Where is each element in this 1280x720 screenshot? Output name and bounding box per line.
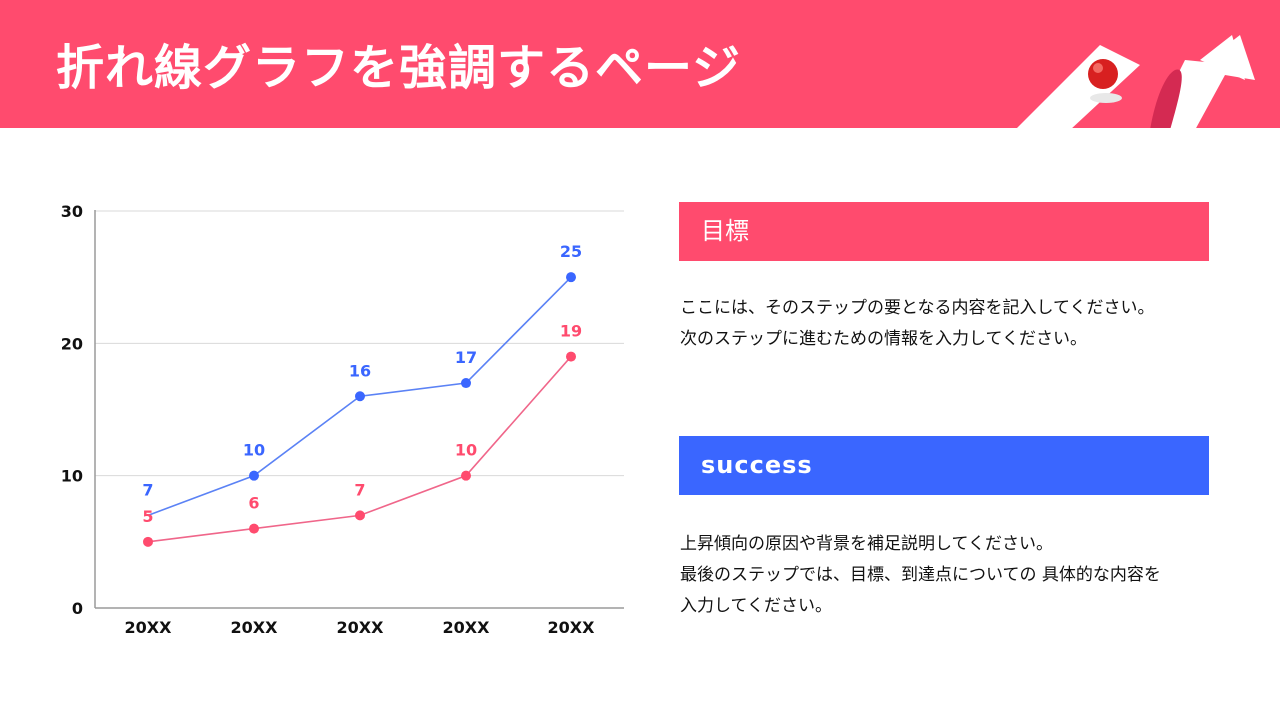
success-heading: success xyxy=(701,451,813,479)
data-label: 7 xyxy=(142,480,153,499)
data-point xyxy=(249,470,259,481)
x-tick-label: 20XX xyxy=(337,618,385,637)
success-line: 入力してください。 xyxy=(680,596,832,616)
data-label: 6 xyxy=(248,494,259,513)
success-heading-bar: success xyxy=(679,436,1209,495)
goal-line: ここには、そのステップの要となる内容を記入してください。 xyxy=(680,298,1155,318)
data-label: 25 xyxy=(560,242,582,261)
line-chart: 0 10 20 30 20XX 20XX 20XX 20XX 20XX 7 10 16 17 25 5 6 7 1… xyxy=(50,190,650,650)
data-point xyxy=(355,510,365,521)
x-tick-label: 20XX xyxy=(548,618,596,637)
data-point xyxy=(566,351,576,362)
goal-line: 次のステップに進むための情報を入力してください。 xyxy=(680,329,1087,349)
page-title: 折れ線グラフを強調するページ xyxy=(56,40,742,96)
data-label: 19 xyxy=(560,322,582,341)
x-tick-label: 20XX xyxy=(231,618,279,637)
y-tick-label: 20 xyxy=(61,334,83,353)
data-point xyxy=(461,378,471,389)
data-label: 10 xyxy=(455,441,477,460)
x-tick-label: 20XX xyxy=(125,618,173,637)
success-line: 上昇傾向の原因や背景を補足説明してください。 xyxy=(680,534,1053,554)
y-tick-label: 30 xyxy=(61,202,83,221)
header-banner: 折れ線グラフを強調するページ xyxy=(0,0,1280,128)
goal-heading: 目標 xyxy=(701,217,749,245)
y-tick-label: 10 xyxy=(61,467,83,486)
data-label: 7 xyxy=(354,480,365,499)
data-point xyxy=(461,470,471,481)
arrow-with-ball-icon xyxy=(1017,35,1255,128)
data-point xyxy=(143,536,153,547)
data-label: 17 xyxy=(455,348,477,367)
x-tick-label: 20XX xyxy=(443,618,491,637)
data-point xyxy=(566,272,576,283)
success-line: 最後のステップでは、目標、到達点についての 具体的な内容を xyxy=(680,565,1161,585)
data-label: 10 xyxy=(243,441,265,460)
data-label: 16 xyxy=(349,361,371,380)
goal-heading-bar: 目標 xyxy=(679,202,1209,261)
data-point xyxy=(249,523,259,534)
y-tick-label: 0 xyxy=(72,599,83,618)
data-point xyxy=(355,391,365,402)
goal-description: ここには、そのステップの要となる内容を記入してください。 次のステップに進むため… xyxy=(680,293,1220,355)
data-label: 5 xyxy=(142,507,153,526)
success-description: 上昇傾向の原因や背景を補足説明してください。 最後のステップでは、目標、到達点に… xyxy=(680,529,1220,622)
